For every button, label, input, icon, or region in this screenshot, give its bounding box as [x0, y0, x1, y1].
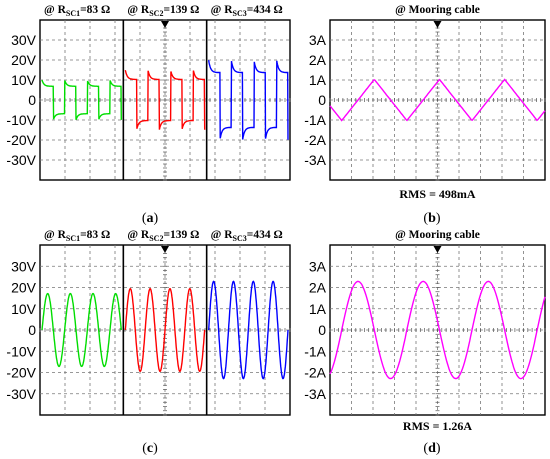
- series-line-sc2: [124, 70, 206, 130]
- rms-annotation: RMS = 498mA: [399, 187, 476, 201]
- panel-a-ytick-label: 20V: [11, 52, 37, 68]
- subplot-title: @ RSC1=83 Ω: [44, 229, 110, 243]
- panel-c-ytick-label: 30V: [11, 258, 37, 274]
- panel-c: 30V 20V 10V 0 -10V -20V -30V @ RSC1=83 Ω @ RSC2=…: [6, 229, 291, 456]
- panel-a-ytick-label: -30V: [6, 152, 36, 168]
- series-line-sc2: [124, 287, 206, 373]
- series-line-sc3: [208, 60, 289, 140]
- panel-c-ytick-label: -10V: [6, 343, 36, 359]
- panel-c-ytick-label: -20V: [6, 365, 36, 381]
- panel-a-ytick-label: -10V: [6, 112, 36, 128]
- series-line-sc1: [41, 292, 122, 368]
- subplot-title: @ RSC3=434 Ω: [211, 4, 283, 18]
- panel-c-ytick-label: 0: [28, 322, 36, 338]
- panel-c-ytick-label: -30V: [6, 386, 36, 402]
- panel-title: @ Mooring cable: [395, 229, 480, 241]
- panel-d-trigger-marker: [433, 246, 442, 253]
- panel-b-ytick-label: 0: [318, 92, 326, 108]
- panel-b: 3A 2A 1A 0 -1A -2A -3A @ Mooring cable RMS = 498…: [304, 4, 546, 226]
- panel-c-trigger-marker: [161, 246, 169, 253]
- panel-a-trigger-marker: [161, 21, 169, 28]
- panel-b-trigger-marker: [433, 21, 442, 28]
- panel-d-ytick-label: -1A: [304, 343, 326, 359]
- panel-caption: (d): [423, 441, 440, 456]
- panel-d-ytick-label: -2A: [304, 365, 326, 381]
- panel-b-ytick-label: -3A: [304, 152, 326, 168]
- series-line-current: [329, 78, 546, 122]
- panel-a-ytick-label: 30V: [11, 32, 37, 48]
- subplot-title: @ RSC3=434 Ω: [211, 229, 283, 243]
- panel-d-ytick-label: -3A: [304, 386, 326, 402]
- panel-caption: (b): [423, 211, 440, 226]
- panel-a-ytick-label: 0: [28, 92, 36, 108]
- panel-b-ytick-label: -1A: [304, 112, 326, 128]
- subplot-title: @ RSC1=83 Ω: [44, 4, 110, 18]
- subplot-title: @ RSC2=139 Ω: [127, 229, 199, 243]
- subplot-title: @ RSC2=139 Ω: [127, 4, 199, 18]
- panel-caption: (c): [142, 441, 158, 456]
- panel-a: 30V 20V 10V 0 -10V -20V -30V @ RSC1=83 Ω @ RSC2=…: [6, 4, 291, 226]
- panel-a-ytick-label: -20V: [6, 132, 36, 148]
- panel-c-ytick-label: 20V: [11, 280, 37, 296]
- panel-title: @ Mooring cable: [395, 4, 480, 16]
- panel-b-ytick-label: 2A: [309, 52, 327, 68]
- series-line-current: [329, 280, 546, 380]
- panel-d: 3A 2A 1A 0 -1A -2A -3A @ Mooring cable RMS = 1.2…: [304, 229, 546, 456]
- panel-c-ytick-label: 10V: [11, 301, 37, 317]
- panel-b-ytick-label: 3A: [309, 32, 327, 48]
- panel-a-ytick-label: 10V: [11, 72, 37, 88]
- series-line-sc3: [208, 280, 289, 380]
- panel-b-ytick-label: -2A: [304, 132, 326, 148]
- panel-d-ytick-label: 1A: [309, 301, 327, 317]
- panel-d-ytick-label: 2A: [309, 280, 327, 296]
- panel-caption: (a): [142, 211, 159, 226]
- series-line-sc1: [41, 79, 122, 120]
- rms-annotation: RMS = 1.26A: [403, 419, 473, 433]
- panel-d-ytick-label: 3A: [309, 258, 327, 274]
- panel-b-ytick-label: 1A: [309, 72, 327, 88]
- panel-d-ytick-label: 0: [318, 322, 326, 338]
